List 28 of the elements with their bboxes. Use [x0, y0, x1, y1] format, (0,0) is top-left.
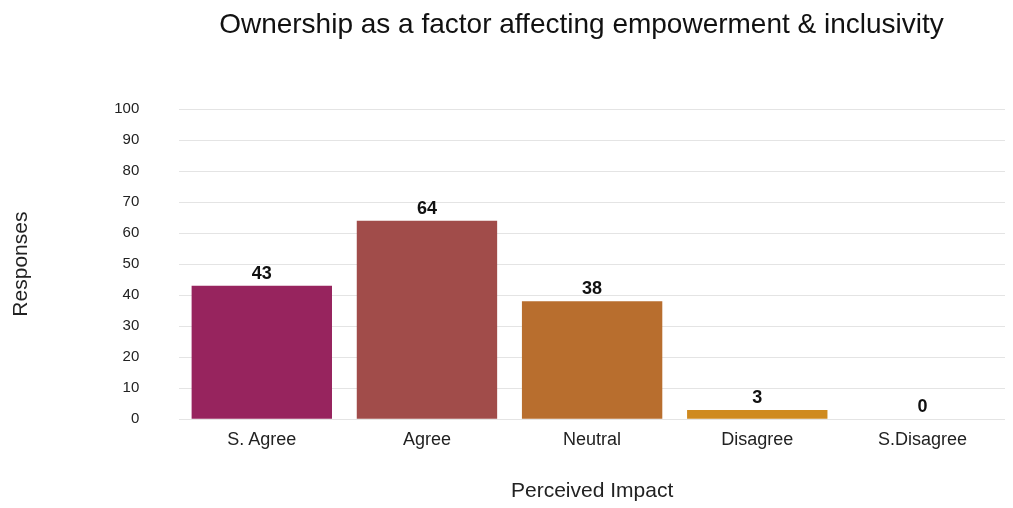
x-axis-title: Perceived Impact: [510, 478, 674, 502]
y-tick-label: 100: [114, 99, 140, 117]
x-tick-label: Agree: [402, 428, 451, 449]
data-label: 64: [416, 197, 437, 218]
bar: [191, 285, 332, 419]
y-axis-title: Responses: [8, 211, 32, 317]
bar: [521, 301, 663, 419]
data-label: 0: [917, 396, 928, 417]
x-tick-label: S.Disagree: [877, 428, 967, 449]
y-tick-label: 40: [122, 285, 140, 303]
y-tick-label: 30: [122, 316, 140, 334]
y-tick-label: 90: [122, 130, 140, 148]
x-tick-label: Disagree: [721, 428, 794, 449]
y-tick-label: 20: [122, 347, 140, 365]
bar: [687, 409, 828, 419]
data-label: 3: [752, 386, 763, 407]
y-tick-label: 70: [122, 192, 140, 210]
y-tick-label: 10: [122, 378, 140, 396]
y-tick-label: 60: [122, 223, 140, 241]
y-tick-label: 50: [122, 254, 140, 272]
bar: [356, 220, 498, 419]
data-label: 38: [582, 278, 603, 299]
x-tick-label: Neutral: [563, 428, 622, 449]
x-tick-label: S. Agree: [227, 428, 297, 449]
data-label: 43: [251, 262, 272, 283]
y-tick-label: 80: [122, 161, 140, 179]
y-tick-label: 0: [130, 409, 140, 427]
chart-title: Ownership as a factor affecting empowerment & inclusivity: [218, 8, 945, 40]
